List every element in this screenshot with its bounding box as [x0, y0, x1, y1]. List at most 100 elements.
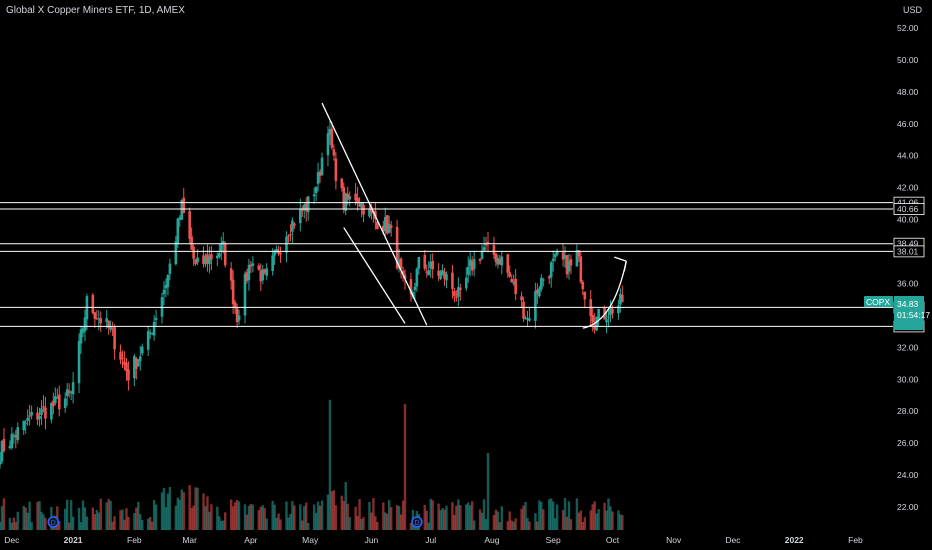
candle-body	[591, 315, 594, 323]
volume-bar	[389, 507, 393, 530]
candle-body	[8, 446, 12, 449]
candle-body	[123, 361, 126, 365]
candle-body	[138, 356, 142, 362]
volume-bar	[263, 508, 266, 530]
volume-bar	[548, 499, 551, 530]
volume-bar	[107, 498, 110, 530]
volume-bar	[467, 502, 470, 530]
y-tick-label: 46.00	[897, 119, 919, 129]
volume-bar	[534, 513, 537, 530]
volume-bar	[287, 517, 290, 530]
candle-body	[356, 198, 359, 204]
volume-bar	[619, 514, 622, 530]
volume-bar	[40, 511, 43, 530]
candle-body	[287, 235, 290, 237]
currency-label[interactable]: USD	[903, 5, 923, 15]
volume-bar	[222, 520, 225, 530]
volume-bars	[0, 399, 624, 530]
volume-bar	[261, 505, 264, 530]
candle-body	[368, 208, 371, 217]
y-tick-label: 30.00	[897, 374, 919, 384]
volume-bar	[621, 515, 624, 530]
candle-body	[40, 408, 43, 416]
volume-bar	[358, 499, 361, 530]
y-tick-label: 42.00	[897, 183, 919, 193]
candle-body	[326, 133, 330, 156]
volume-bar	[71, 516, 75, 530]
candle-body	[510, 279, 513, 283]
volume-bar	[44, 517, 47, 530]
volume-bar	[152, 499, 156, 530]
candle-body	[561, 252, 565, 260]
candle-body	[437, 270, 440, 276]
volume-bar	[575, 498, 579, 530]
volume-bar	[233, 502, 237, 530]
candle-body	[577, 250, 581, 257]
volume-bar	[99, 498, 102, 530]
candle-body	[583, 291, 587, 300]
candle-body	[194, 259, 197, 264]
candle-body	[415, 268, 419, 287]
volume-bar	[164, 507, 168, 530]
volume-bar	[542, 509, 545, 530]
candle-body	[127, 369, 130, 381]
horizontal-levels[interactable]	[0, 202, 893, 327]
volume-bar	[83, 507, 87, 530]
volume-bar	[459, 505, 462, 530]
volume-bar	[285, 501, 288, 530]
candle-body	[30, 411, 33, 416]
candle-body	[312, 194, 316, 197]
candle-body	[320, 157, 324, 176]
volume-bar	[376, 521, 379, 530]
volume-bar	[512, 521, 515, 530]
volume-bar	[28, 501, 31, 530]
volume-bar	[528, 521, 531, 530]
volume-bar	[484, 519, 488, 530]
level-label: 41.06	[897, 198, 919, 208]
candle-body	[221, 241, 225, 245]
volume-bar	[326, 494, 330, 530]
volume-bar	[520, 508, 523, 530]
volume-bar	[206, 496, 209, 530]
volume-bar	[12, 517, 16, 530]
volume-bar	[307, 522, 310, 530]
candle-body	[300, 208, 304, 212]
volume-bar	[388, 500, 391, 530]
volume-bar	[24, 507, 27, 530]
candle-body	[553, 254, 557, 258]
volume-bar	[277, 513, 280, 530]
volume-bar	[194, 487, 197, 530]
candle-body	[431, 260, 434, 270]
candle-body	[208, 256, 211, 265]
y-tick-label: 36.00	[897, 278, 919, 288]
candle-body	[150, 332, 154, 335]
volume-bar	[192, 505, 195, 530]
candle-body	[567, 261, 571, 272]
candle-body	[247, 264, 251, 281]
candle-body	[188, 211, 191, 239]
volume-bar	[508, 511, 511, 530]
candle-body	[563, 255, 567, 259]
trend-line	[321, 102, 428, 326]
volume-bar	[245, 514, 249, 530]
volume-bar	[506, 521, 509, 530]
candle-body	[42, 406, 45, 408]
x-tick-label: Feb	[127, 535, 142, 545]
volume-bar	[579, 510, 583, 530]
trend-lines[interactable]	[321, 102, 627, 329]
volume-bar	[146, 518, 150, 530]
candle-body	[107, 320, 110, 328]
chart-title[interactable]: Global X Copper Miners ETF, 1D, AMEX	[6, 5, 185, 16]
candle-body	[38, 415, 41, 420]
candle-body	[65, 389, 69, 397]
volume-bar	[443, 509, 446, 530]
level-label: 40.66	[897, 204, 919, 214]
candle-body	[229, 268, 233, 281]
candle-body	[385, 215, 389, 234]
candle-body	[403, 274, 407, 279]
candle-body	[621, 294, 624, 303]
volume-bar	[273, 504, 276, 530]
y-tick-label: 24.00	[897, 470, 919, 480]
